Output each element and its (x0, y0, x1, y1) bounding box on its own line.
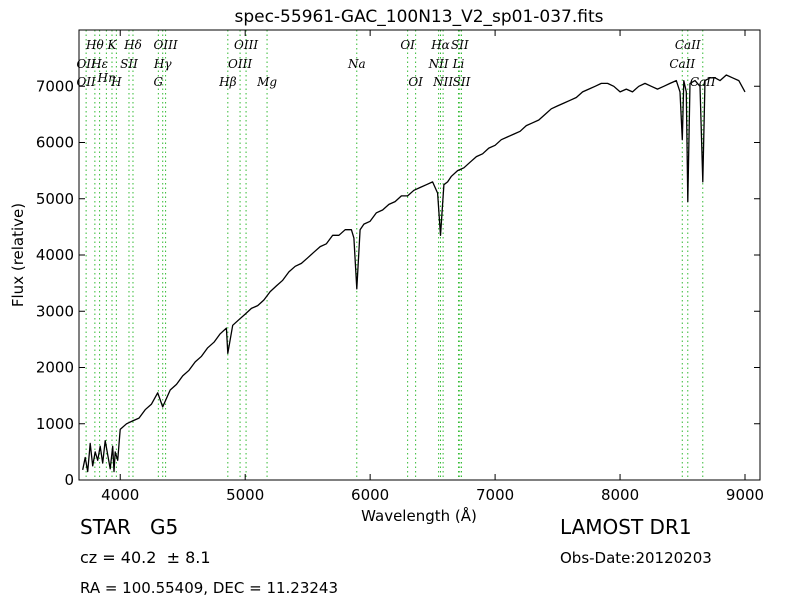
x-tick-label: 4000 (101, 486, 139, 504)
line-marker-label: OIII (228, 57, 252, 71)
line-marker-label: Li (452, 57, 465, 71)
y-tick-label: 2000 (36, 359, 74, 377)
line-marker-label: Mg (256, 75, 277, 89)
line-marker-label: SII (120, 57, 138, 71)
y-tick-label: 7000 (36, 77, 74, 95)
line-marker-label: Hγ (153, 57, 172, 71)
y-axis: 0 1000 2000 3000 4000 5000 6000 7000 (36, 77, 760, 489)
survey-name: LAMOST DR1 (560, 515, 692, 539)
x-tick-label: 6000 (351, 486, 389, 504)
line-marker-label: CaII (675, 38, 701, 52)
redshift-readout: cz = 40.2 ± 8.1 (80, 548, 211, 567)
line-marker-label: Hη (97, 71, 116, 85)
x-axis-label: Wavelength (Å) (361, 506, 477, 525)
object-class: STAR (80, 515, 131, 539)
line-marker-label: Hα (430, 38, 450, 52)
line-marker-label: SII (451, 38, 469, 52)
object-subclass: G5 (150, 515, 179, 539)
line-marker-label: NII (432, 75, 453, 89)
y-axis-label: Flux (relative) (9, 203, 27, 307)
line-marker-label: OI (408, 75, 423, 89)
line-marker-label: Na (347, 57, 366, 71)
x-tick-label: 8000 (601, 486, 639, 504)
line-marker-label: Hε (90, 57, 108, 71)
line-marker-label: OII (76, 75, 96, 89)
line-marker-label: OIII (154, 38, 178, 52)
obs-date: Obs-Date:20120203 (560, 549, 712, 567)
x-tick-label: 5000 (226, 486, 264, 504)
line-marker-label: SII (453, 75, 471, 89)
y-tick-label: 5000 (36, 190, 74, 208)
coordinates: RA = 100.55409, DEC = 11.23243 (80, 579, 339, 597)
line-marker-label: Hθ (85, 38, 104, 52)
line-marker-label: OIII (234, 38, 258, 52)
emission-line-markers (85, 30, 704, 480)
line-marker-label: H (110, 75, 122, 89)
y-tick-label: 6000 (36, 134, 74, 152)
x-axis: 4000 5000 6000 7000 8000 9000 (101, 30, 764, 504)
x-tick-label: 9000 (726, 486, 764, 504)
chart-title: spec-55961-GAC_100N13_V2_sp01-037.fits (234, 7, 603, 27)
x-tick-label: 7000 (476, 486, 514, 504)
y-tick-label: 3000 (36, 302, 74, 320)
plot-frame (78, 29, 761, 481)
spectrum-line (82, 74, 746, 473)
line-marker-label: NII (428, 57, 449, 71)
line-marker-label: CaII (669, 57, 695, 71)
line-marker-label: Hδ (123, 38, 142, 52)
line-marker-label: OII (76, 57, 96, 71)
y-tick-label: 4000 (36, 246, 74, 264)
y-tick-label: 0 (64, 471, 74, 489)
line-marker-label: OI (400, 38, 415, 52)
line-marker-label: K (107, 38, 118, 52)
y-tick-label: 1000 (36, 415, 74, 433)
line-marker-label: Hβ (218, 75, 236, 89)
line-marker-label: G (154, 75, 164, 89)
